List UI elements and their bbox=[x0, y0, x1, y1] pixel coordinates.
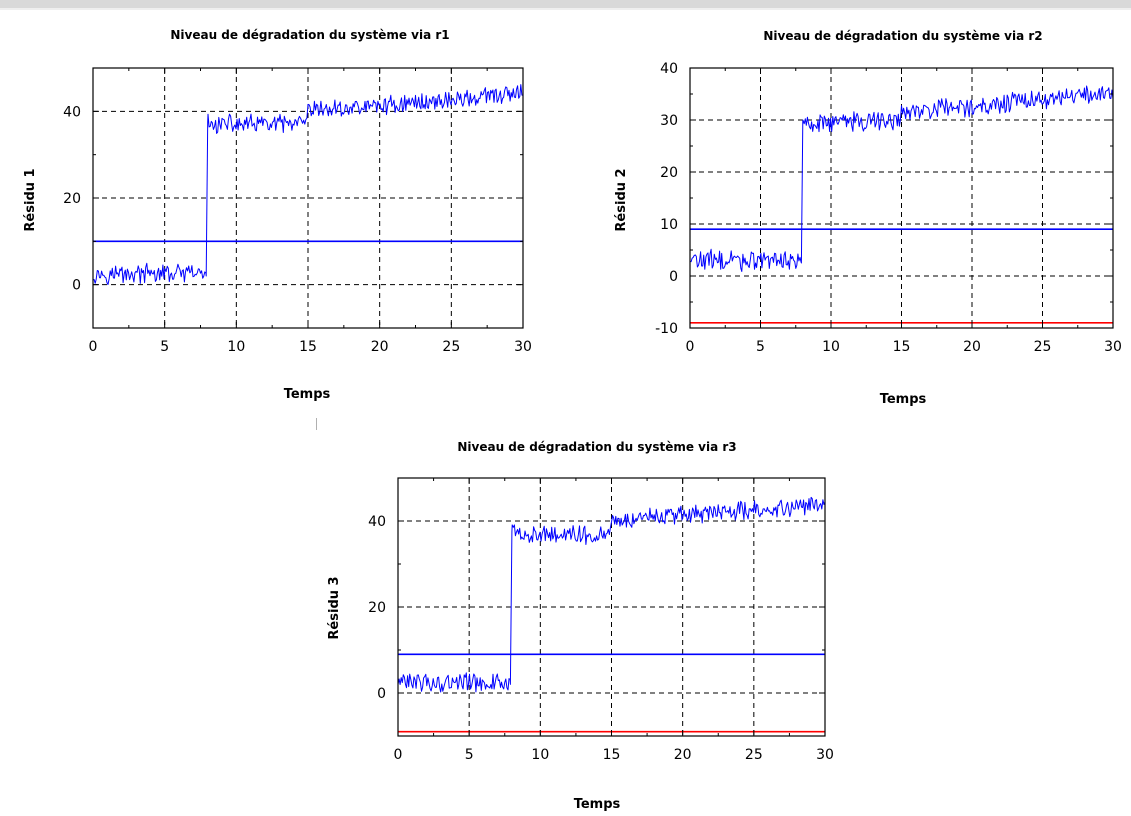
x-tick-label: 25 bbox=[1034, 339, 1052, 355]
x-tick-label: 0 bbox=[686, 339, 695, 355]
x-tick-label: 15 bbox=[299, 339, 317, 355]
x-tick-label: 10 bbox=[227, 339, 245, 355]
y-tick-label: 0 bbox=[669, 269, 678, 285]
x-tick-label: 10 bbox=[822, 339, 840, 355]
y-tick-label: 20 bbox=[368, 600, 386, 616]
chart-r2-ylabel: Résidu 2 bbox=[614, 168, 629, 231]
chart-r1: Niveau de dégradation du système via r1 … bbox=[23, 28, 532, 402]
chart-r3-ylabel: Résidu 3 bbox=[327, 576, 342, 639]
grid-lines bbox=[398, 478, 825, 736]
chart-r2: Niveau de dégradation du système via r2 … bbox=[614, 29, 1122, 407]
x-tick-label: 20 bbox=[371, 339, 389, 355]
y-tick-label: -10 bbox=[655, 321, 678, 337]
x-tick-label: 30 bbox=[816, 747, 834, 763]
x-tick-label: 30 bbox=[514, 339, 532, 355]
x-tick-label: 5 bbox=[160, 339, 169, 355]
y-tick-label: 40 bbox=[368, 514, 386, 530]
x-tick-label: 25 bbox=[745, 747, 763, 763]
chart-r1-title: Niveau de dégradation du système via r1 bbox=[170, 28, 449, 42]
x-tick-label: 0 bbox=[89, 339, 98, 355]
x-tick-label: 20 bbox=[674, 747, 692, 763]
y-tick-label: 10 bbox=[660, 217, 678, 233]
chart-r2-title: Niveau de dégradation du système via r2 bbox=[763, 29, 1042, 43]
chart-r2-xlabel: Temps bbox=[880, 392, 927, 407]
x-tick-label: 15 bbox=[893, 339, 911, 355]
y-tick-label: 20 bbox=[660, 165, 678, 181]
chart-r1-xlabel: Temps bbox=[284, 387, 331, 402]
chart-r3-xlabel: Temps bbox=[574, 797, 621, 812]
x-tick-label: 5 bbox=[465, 747, 474, 763]
chart-r3-title: Niveau de dégradation du système via r3 bbox=[457, 440, 736, 454]
x-tick-label: 10 bbox=[531, 747, 549, 763]
y-tick-label: 30 bbox=[660, 113, 678, 129]
x-tick-label: 0 bbox=[394, 747, 403, 763]
x-tick-label: 5 bbox=[756, 339, 765, 355]
chart-r1-ylabel: Résidu 1 bbox=[23, 168, 38, 231]
y-tick-label: 40 bbox=[63, 104, 81, 120]
y-tick-label: 20 bbox=[63, 191, 81, 207]
x-tick-label: 30 bbox=[1104, 339, 1122, 355]
y-tick-label: 0 bbox=[377, 686, 386, 702]
x-tick-label: 15 bbox=[603, 747, 621, 763]
x-tick-label: 20 bbox=[963, 339, 981, 355]
x-tick-label: 25 bbox=[442, 339, 460, 355]
y-tick-label: 0 bbox=[72, 278, 81, 294]
y-tick-label: 40 bbox=[660, 61, 678, 77]
chart-r3: Niveau de dégradation du système via r3 … bbox=[327, 440, 834, 812]
